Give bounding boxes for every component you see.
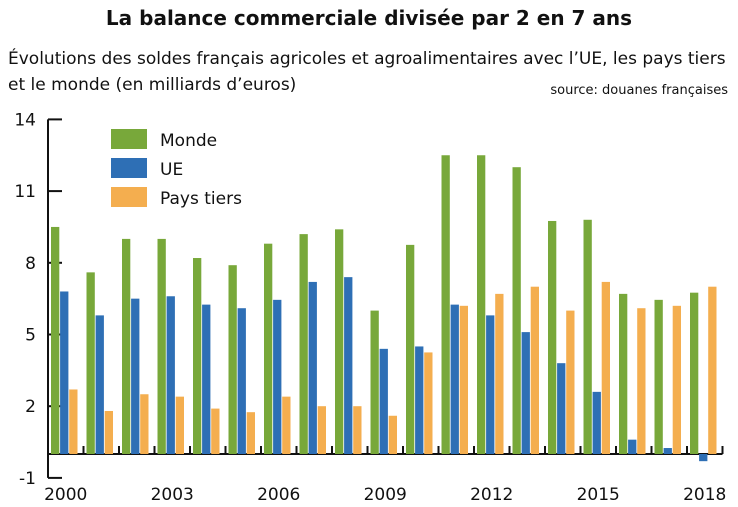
legend-swatch-monde: [111, 129, 147, 149]
bar-monde-2012: [477, 155, 486, 454]
legend-swatch-pays-tiers: [111, 187, 147, 207]
bar-ue-2005: [237, 308, 246, 454]
bar-pays-tiers-2009: [388, 415, 397, 454]
bar-ue-2004: [202, 304, 211, 454]
bar-monde-2018: [690, 292, 699, 454]
bar-monde-2010: [406, 244, 415, 454]
bar-pays-tiers-2014: [566, 310, 575, 454]
bar-pays-tiers-2004: [211, 408, 220, 454]
bar-ue-2018: [699, 454, 708, 462]
bar-monde-2007: [299, 234, 308, 454]
bar-ue-2000: [60, 291, 69, 454]
y-tick-label: 8: [25, 254, 36, 274]
bar-ue-2008: [344, 277, 353, 454]
bar-ue-2003: [166, 296, 175, 454]
bar-ue-2016: [628, 439, 637, 454]
y-tick-label: 5: [25, 326, 36, 346]
bar-pays-tiers-2008: [353, 406, 362, 454]
y-tick-label: -1: [19, 469, 36, 489]
y-tick-label: 2: [25, 397, 36, 417]
bar-ue-2013: [521, 332, 530, 454]
x-tick-label: 2000: [44, 485, 87, 505]
bar-pays-tiers-2006: [282, 396, 291, 454]
bar-pays-tiers-2005: [246, 412, 255, 454]
bar-monde-2003: [157, 238, 166, 454]
bar-monde-2015: [583, 219, 592, 454]
chart-source: source: douanes françaises: [550, 83, 728, 98]
bar-monde-2001: [86, 272, 95, 454]
bar-monde-2000: [51, 226, 60, 454]
bar-monde-2011: [441, 155, 450, 454]
legend-label: UE: [160, 160, 183, 180]
bar-pays-tiers-2003: [175, 396, 184, 454]
bar-ue-2014: [557, 363, 566, 454]
chart-subtitle: Évolutions des soldes français agricoles…: [8, 49, 726, 95]
bar-monde-2009: [370, 310, 379, 454]
bar-ue-2015: [592, 391, 601, 454]
bar-pays-tiers-2012: [495, 293, 504, 454]
bar-ue-2017: [663, 448, 672, 454]
chart-title: La balance commerciale divisée par 2 en …: [105, 6, 633, 30]
bar-monde-2014: [548, 220, 557, 454]
bar-monde-2013: [512, 167, 521, 454]
bar-pays-tiers-2015: [601, 281, 610, 454]
bar-monde-2006: [264, 243, 273, 454]
bar-pays-tiers-2007: [317, 406, 326, 454]
bar-pays-tiers-2018: [708, 286, 717, 454]
bar-monde-2002: [122, 238, 131, 454]
bar-pays-tiers-2002: [140, 394, 149, 454]
bar-pays-tiers-2001: [104, 410, 113, 454]
bar-pays-tiers-2016: [637, 308, 646, 454]
bar-pays-tiers-2000: [69, 389, 78, 454]
y-tick-label: 14: [14, 110, 36, 130]
bar-ue-2012: [486, 315, 495, 454]
bar-pays-tiers-2017: [672, 305, 681, 454]
bar-monde-2008: [335, 229, 344, 454]
x-tick-label: 2009: [364, 485, 407, 505]
x-tick-label: 2003: [151, 485, 194, 505]
x-tick-label: 2012: [470, 485, 513, 505]
legend-label: Pays tiers: [160, 189, 242, 209]
bar-monde-2016: [619, 293, 628, 454]
legend-label: Monde: [160, 131, 217, 151]
bar-pays-tiers-2011: [459, 305, 468, 454]
legend-swatch-ue: [111, 158, 147, 178]
bar-monde-2017: [654, 299, 663, 454]
x-tick-label: 2006: [257, 485, 300, 505]
bar-ue-2001: [95, 315, 104, 454]
bar-monde-2005: [228, 265, 237, 454]
bar-ue-2011: [450, 304, 459, 454]
bar-ue-2002: [131, 298, 140, 454]
bar-ue-2006: [273, 299, 282, 454]
bar-ue-2010: [415, 346, 424, 454]
y-tick-label: 11: [14, 182, 36, 202]
bar-monde-2004: [193, 258, 202, 454]
bar-ue-2007: [308, 281, 317, 454]
x-tick-label: 2015: [577, 485, 620, 505]
bar-pays-tiers-2010: [424, 352, 433, 454]
bar-pays-tiers-2013: [530, 286, 539, 454]
bar-ue-2009: [379, 348, 388, 454]
x-tick-label: 2018: [683, 485, 726, 505]
